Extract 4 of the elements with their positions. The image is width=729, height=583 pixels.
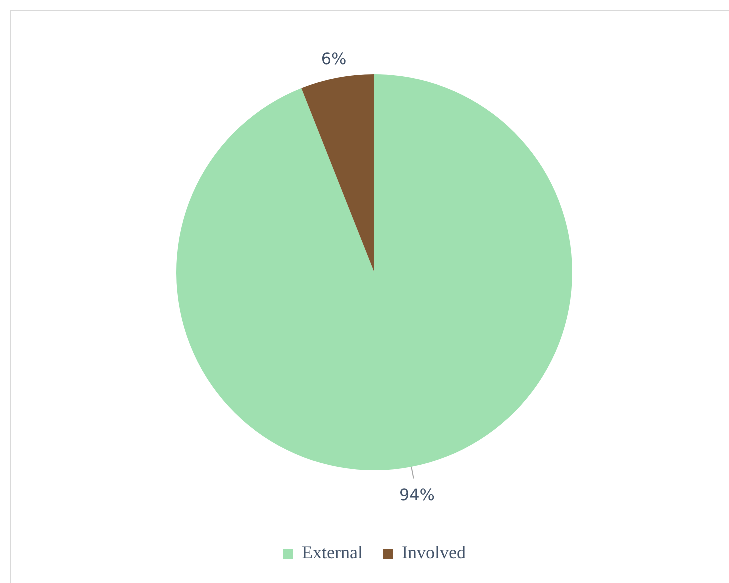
data-label: 6% bbox=[321, 49, 347, 68]
legend-label: External bbox=[302, 542, 364, 563]
data-label: 94% bbox=[399, 486, 436, 505]
legend-label: Involved bbox=[402, 542, 466, 563]
